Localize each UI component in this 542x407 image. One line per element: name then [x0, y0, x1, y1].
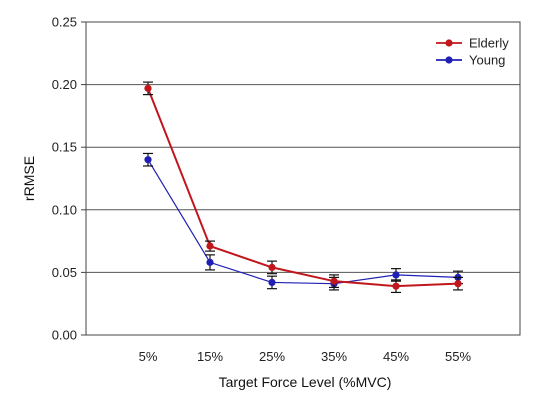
young-point [392, 271, 400, 279]
y-tick-label: 0.10 [52, 202, 77, 217]
x-axis-title: Target Force Level (%MVC) [219, 374, 392, 390]
y-tick-label: 0.15 [52, 140, 77, 155]
y-axis-title: rRMSE [21, 156, 37, 201]
series-young [143, 152, 463, 291]
y-tick-label: 0.00 [52, 328, 77, 343]
young-line [147, 159, 459, 285]
y-tick-label: 0.20 [52, 77, 77, 92]
y-tick-label: 0.25 [52, 15, 77, 30]
legend-swatch-marker [445, 56, 453, 64]
young-point [144, 156, 152, 164]
plot-area-frame [85, 21, 521, 336]
x-tick-label: 55% [445, 349, 471, 364]
elderly-point [454, 280, 462, 288]
series-layer [143, 81, 463, 294]
elderly-point [268, 263, 276, 271]
x-tick-label: 25% [259, 349, 285, 364]
legend-item-elderly: Elderly [436, 36, 509, 51]
grid-lines [86, 84, 520, 273]
legend-label: Elderly [469, 36, 509, 51]
y-axis-ticks: 0.00 0.05 0.10 0.15 0.20 0.25 [52, 15, 86, 343]
young-point [268, 278, 276, 287]
elderly-point [330, 277, 338, 285]
elderly-line [147, 87, 459, 288]
young-point [206, 258, 214, 266]
x-tick-label: 15% [197, 349, 223, 364]
elderly-point [392, 282, 400, 290]
elderly-point [144, 84, 152, 92]
legend-swatch-marker [445, 39, 453, 47]
x-tick-label: 35% [321, 349, 347, 364]
legend-item-young: Young [436, 53, 505, 68]
x-tick-label: 5% [139, 349, 158, 364]
x-axis-ticks: 5% 15% 25% 35% 45% 55% [139, 349, 472, 364]
legend: Elderly Young [436, 36, 509, 68]
y-tick-label: 0.05 [52, 265, 77, 280]
series-elderly [143, 81, 463, 294]
legend-label: Young [469, 53, 505, 68]
elderly-point [206, 242, 214, 250]
x-tick-label: 45% [383, 349, 409, 364]
